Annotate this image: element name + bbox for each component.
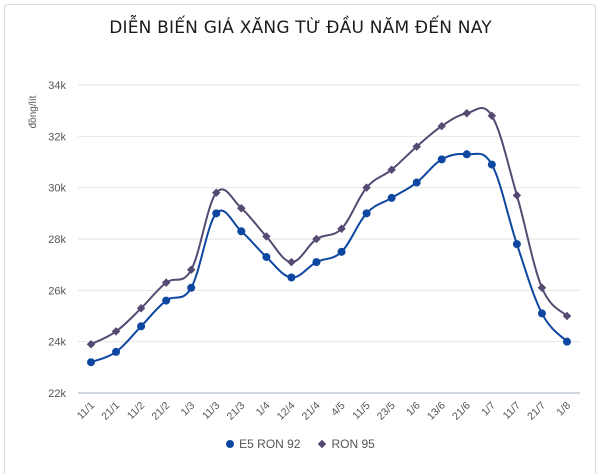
x-tick-label: 1/4 (254, 400, 273, 419)
data-point[interactable] (512, 191, 522, 200)
data-point[interactable] (563, 337, 571, 346)
data-point[interactable] (112, 347, 121, 356)
data-point[interactable] (287, 273, 296, 282)
data-point[interactable] (487, 111, 497, 121)
series-e5-ron92 (87, 150, 571, 367)
data-point[interactable] (312, 234, 321, 244)
x-tick-label: 12/4 (275, 400, 298, 423)
data-point[interactable] (362, 183, 371, 192)
data-point[interactable] (237, 227, 246, 236)
x-tick-label: 11/5 (350, 400, 372, 422)
data-point[interactable] (137, 322, 146, 331)
x-tick-label: 11/1 (75, 400, 97, 422)
x-tick-label: 21/3 (225, 400, 248, 423)
x-tick-label: 21/1 (99, 400, 122, 423)
x-tick-label: 4/5 (329, 400, 348, 419)
x-tick-label: 11/7 (501, 400, 523, 422)
circle-marker-icon (226, 440, 235, 448)
x-tick-label: 13/6 (425, 400, 448, 423)
data-point[interactable] (562, 311, 572, 321)
data-point[interactable] (462, 150, 471, 159)
data-point[interactable] (162, 296, 171, 305)
diamond-marker-icon (317, 439, 326, 449)
data-point[interactable] (187, 283, 196, 292)
x-tick-label: 21/6 (450, 400, 473, 423)
data-point[interactable] (87, 358, 95, 367)
legend-item-ron95[interactable]: RON 95 (317, 437, 375, 451)
data-point[interactable] (111, 327, 121, 336)
data-point[interactable] (262, 232, 271, 241)
data-point[interactable] (412, 178, 421, 187)
legend: E5 RON 92 RON 95 (0, 437, 601, 451)
data-point[interactable] (86, 339, 96, 349)
x-tick-label: 1/8 (554, 400, 573, 419)
x-tick-label: 21/4 (300, 400, 323, 423)
data-point[interactable] (387, 165, 396, 174)
legend-label: RON 95 (331, 437, 375, 451)
chart-frame (4, 4, 596, 474)
data-point[interactable] (487, 160, 496, 169)
y-tick-label: 32k (48, 131, 66, 143)
data-point[interactable] (537, 283, 547, 293)
data-point[interactable] (412, 142, 421, 151)
data-point[interactable] (362, 209, 371, 218)
x-tick-label: 11/3 (200, 400, 222, 422)
data-point[interactable] (237, 203, 246, 213)
x-tick-label: 1/7 (479, 400, 498, 419)
x-tick-label: 11/2 (125, 400, 147, 422)
data-point[interactable] (337, 247, 346, 256)
x-tick-label: 1/6 (404, 400, 423, 419)
y-tick-label: 30k (48, 183, 66, 195)
data-point[interactable] (136, 304, 146, 313)
data-point[interactable] (537, 309, 546, 318)
y-tick-label: 22k (48, 388, 66, 400)
series-line (90, 107, 568, 346)
y-tick-label: 34k (48, 80, 66, 92)
y-tick-label: 24k (48, 337, 66, 349)
data-point[interactable] (212, 209, 221, 218)
data-point[interactable] (161, 278, 171, 287)
data-point[interactable] (387, 193, 396, 202)
data-point[interactable] (462, 108, 472, 118)
y-tick-label: 26k (48, 285, 66, 297)
data-point[interactable] (287, 257, 296, 267)
y-axis-label: đồng/lít (27, 95, 39, 128)
x-tick-label: 21/2 (149, 400, 172, 423)
series-ron95 (86, 107, 572, 349)
series-line (90, 152, 568, 364)
data-point[interactable] (437, 121, 446, 131)
data-point[interactable] (186, 265, 196, 275)
data-point[interactable] (262, 252, 271, 261)
data-point[interactable] (437, 155, 446, 164)
data-point[interactable] (312, 258, 321, 267)
x-tick-label: 23/5 (375, 400, 398, 423)
data-point[interactable] (337, 224, 346, 233)
x-tick-label: 21/7 (525, 400, 548, 423)
data-point[interactable] (512, 240, 521, 249)
chart-title: DIỄN BIẾN GIÁ XĂNG TỪ ĐẦU NĂM ĐẾN NAY (109, 18, 492, 38)
legend-label: E5 RON 92 (239, 437, 301, 451)
legend-item-e5-ron92[interactable]: E5 RON 92 (226, 437, 301, 451)
y-tick-label: 28k (48, 234, 66, 246)
x-tick-label: 1/3 (179, 400, 198, 419)
data-point[interactable] (212, 188, 221, 198)
